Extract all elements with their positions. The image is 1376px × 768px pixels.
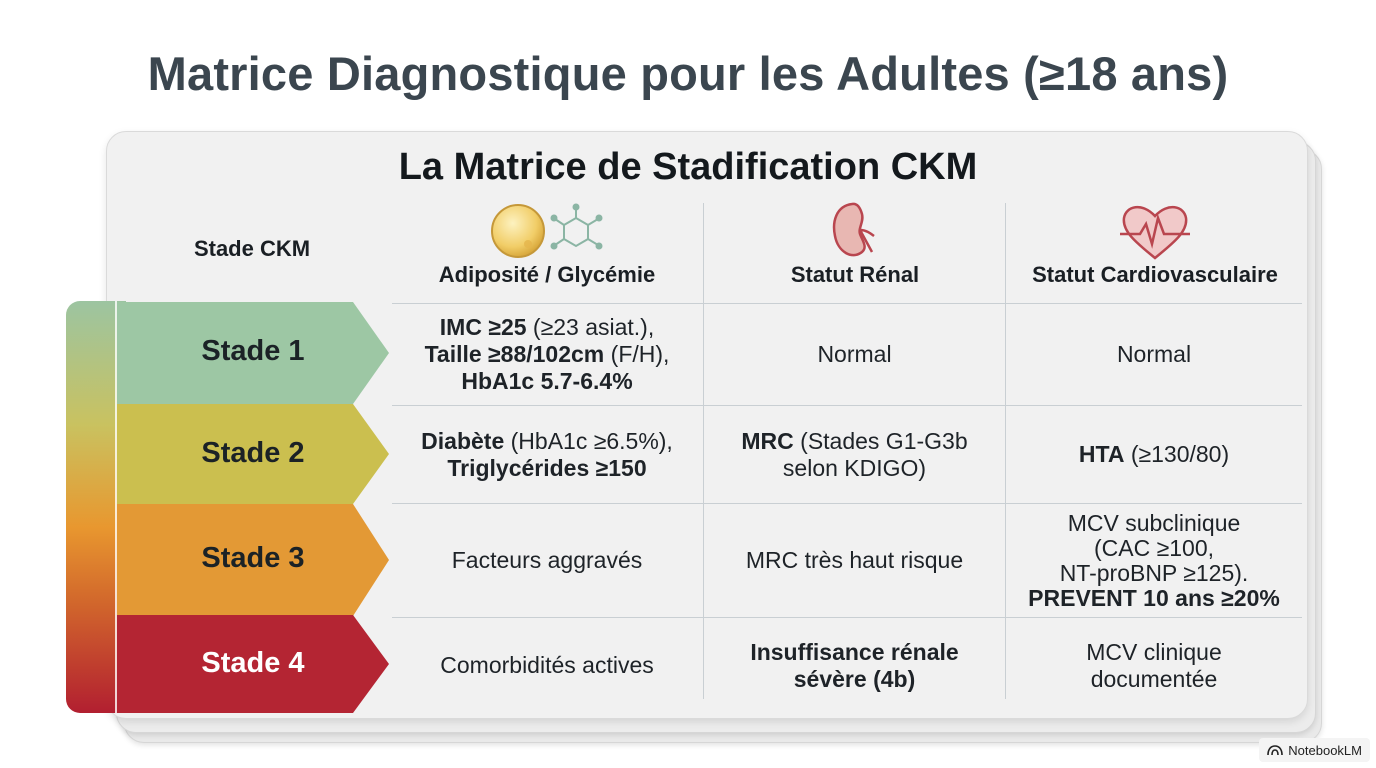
- stage-row-2: Stade 2: [117, 404, 391, 504]
- cell-text: Comorbidités actives: [440, 652, 654, 678]
- brand-label: NotebookLM: [1288, 742, 1362, 758]
- stage-label: Stade 1: [201, 335, 305, 367]
- cell-line: documentée: [1091, 666, 1218, 693]
- cell-text: (≥23 asiat.),: [526, 314, 655, 340]
- cell-text: (CAC ≥100,: [1094, 534, 1214, 561]
- grid-divider: [703, 203, 704, 699]
- stage-arrow-fill: [117, 302, 389, 404]
- stage-arrow-shape: [117, 615, 389, 713]
- cell-text: Diabète: [421, 427, 505, 454]
- cell-stage2-renal: MRC (Stades G1-G3b selon KDIGO): [704, 406, 1005, 503]
- cell-text: MRC très haut risque: [745, 547, 964, 573]
- stage-row-3: Stade 3: [117, 504, 391, 616]
- fat-cell-molecule-icon: [488, 200, 608, 262]
- stage-arrow-shape: [117, 302, 389, 404]
- grid-divider: [392, 617, 1302, 618]
- cell-stage1-adiposity: IMC ≥25 (≥23 asiat.), Taille ≥88/102cm (F…: [392, 304, 702, 405]
- stage-column-header: Stade CKM: [193, 236, 311, 261]
- cell-text: Triglycérides ≥150: [447, 454, 647, 481]
- stage-arrow-shape: [117, 504, 389, 616]
- stage-row-4: Stade 4: [117, 615, 391, 713]
- cell-text: PREVENT 10 ans ≥20%: [1028, 584, 1280, 611]
- cell-text: Insuffisance rénale: [750, 638, 959, 665]
- cell-line: HbA1c 5.7-6.4%: [461, 368, 632, 395]
- stage-arrow-fill: [117, 404, 389, 504]
- grid-divider: [1005, 203, 1006, 699]
- cell-line: Taille ≥88/102cm (F/H),: [425, 341, 670, 368]
- matrix-title: La Matrice de Stadification CKM: [398, 146, 978, 188]
- cell-text: Taille ≥88/102cm: [424, 341, 605, 367]
- cell-text: MCV subclinique: [1067, 509, 1241, 536]
- cell-line: NT-proBNP ≥125).: [1059, 559, 1249, 586]
- cell-text: (HbA1c ≥6.5%),: [504, 427, 673, 454]
- stage-label: Stade 4: [201, 647, 305, 679]
- cell-text: IMC ≥25: [439, 314, 527, 340]
- stage-label: Stade 3: [201, 542, 305, 574]
- cell-text: documentée: [1090, 665, 1218, 692]
- cell-line: sévère (4b): [794, 666, 915, 693]
- stage-row-1: Stade 1: [117, 302, 391, 404]
- notebooklm-logo-icon: [1267, 745, 1284, 756]
- heart-pulse-icon: [1118, 200, 1192, 262]
- cell-text: (F/H),: [604, 341, 670, 367]
- cell-text: selon KDIGO): [782, 454, 927, 481]
- cell-text: MRC: [741, 427, 794, 454]
- cell-text: NT-proBNP ≥125).: [1059, 559, 1249, 586]
- cell-text: sévère (4b): [793, 665, 916, 692]
- cell-line: Comorbidités actives: [440, 652, 653, 679]
- cell-line: Normal: [1117, 341, 1191, 368]
- page-title: Matrice Diagnostique pour les Adultes (≥…: [147, 47, 1229, 100]
- cell-line: MRC très haut risque: [746, 547, 963, 574]
- cell-text: HbA1c 5.7-6.4%: [461, 368, 633, 394]
- cell-stage1-cardio: Normal: [1006, 304, 1302, 405]
- cell-text: Facteurs aggravés: [451, 547, 643, 573]
- cell-stage3-adiposity: Facteurs aggravés: [392, 504, 702, 617]
- cell-stage3-cardio: MCV subclinique (CAC ≥100, NT-proBNP ≥125)…: [1006, 504, 1302, 617]
- cell-line: IMC ≥25 (≥23 asiat.),: [440, 314, 654, 341]
- cell-stage1-renal: Normal: [704, 304, 1005, 405]
- gradient-divider: [115, 301, 117, 713]
- cell-line: (CAC ≥100,: [1094, 534, 1214, 561]
- column-header-renal: Statut Rénal: [790, 262, 920, 287]
- cell-line: Triglycérides ≥150: [447, 455, 646, 482]
- cell-stage2-adiposity: Diabète (HbA1c ≥6.5%), Triglycérides ≥150: [392, 406, 702, 503]
- column-header-cardio: Statut Cardiovasculaire: [1032, 262, 1278, 287]
- cell-line: PREVENT 10 ans ≥20%: [1028, 584, 1280, 611]
- cell-line: MRC (Stades G1-G3b: [741, 428, 967, 455]
- cell-line: HTA (≥130/80): [1079, 441, 1229, 468]
- cell-line: Diabète (HbA1c ≥6.5%),: [421, 428, 673, 455]
- stage-label: Stade 2: [201, 437, 305, 469]
- cell-text: MCV clinique: [1086, 638, 1222, 665]
- cell-text: HTA: [1078, 441, 1125, 467]
- cell-line: Normal: [817, 341, 891, 368]
- stage-arrow-shape: [117, 404, 389, 504]
- cell-stage3-renal: MRC très haut risque: [704, 504, 1005, 617]
- stage-arrow-fill: [117, 615, 389, 713]
- cell-line: selon KDIGO): [783, 455, 926, 482]
- cell-text: (≥130/80): [1124, 441, 1230, 467]
- grid-divider: [392, 405, 1302, 406]
- cell-text: Normal: [817, 341, 892, 367]
- cell-stage4-renal: Insuffisance rénale sévère (4b): [704, 618, 1005, 713]
- cell-text: Normal: [1116, 341, 1192, 367]
- stage-arrow-fill: [117, 504, 389, 616]
- grid-divider: [392, 503, 1302, 504]
- cell-line: Insuffisance rénale: [750, 639, 958, 666]
- cell-stage2-cardio: HTA (≥130/80): [1006, 406, 1302, 503]
- notebooklm-badge: NotebookLM: [1259, 738, 1370, 762]
- cell-line: MCV clinique: [1086, 639, 1222, 666]
- cell-stage4-adiposity: Comorbidités actives: [392, 618, 702, 713]
- kidney-icon: [830, 200, 880, 262]
- cell-line: Facteurs aggravés: [452, 547, 642, 574]
- cell-stage4-cardio: MCV clinique documentée: [1006, 618, 1302, 713]
- column-header-adiposity: Adiposité / Glycémie: [438, 262, 656, 287]
- grid-divider: [392, 303, 1302, 304]
- cell-text: (Stades G1-G3b: [793, 427, 968, 454]
- cell-line: MCV subclinique: [1067, 509, 1241, 536]
